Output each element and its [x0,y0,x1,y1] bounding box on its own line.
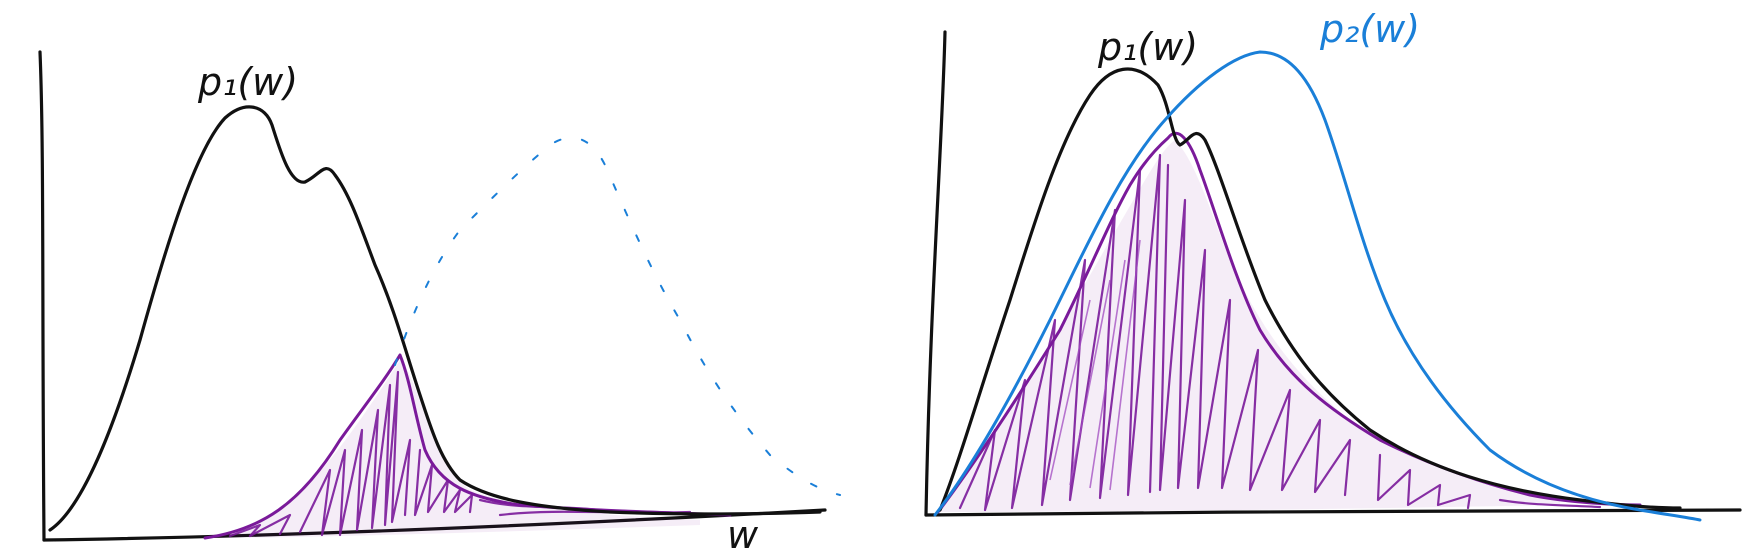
left-x-axis [42,508,827,542]
right-p2-label: p₂(w) [1319,7,1420,51]
right-p1-curve [938,67,1682,512]
left-x-axis-label: w [727,513,759,557]
right-p1-label: p₁(w) [1097,25,1198,69]
right-x-axis [924,508,1742,517]
left-p2-dashed-curve [394,136,841,496]
right-panel: p₁(w) p₂(w) [924,7,1742,522]
left-y-axis [38,50,46,542]
right-y-axis [924,30,947,517]
right-hatching-light [1049,239,1141,491]
right-p2-curve [933,50,1702,522]
left-panel: p₁(w) w [38,50,841,557]
right-overlap-region [940,140,1560,512]
left-p1-curve [48,105,822,532]
left-p1-label: p₁(w) [197,60,298,104]
right-hatching [958,153,1602,512]
